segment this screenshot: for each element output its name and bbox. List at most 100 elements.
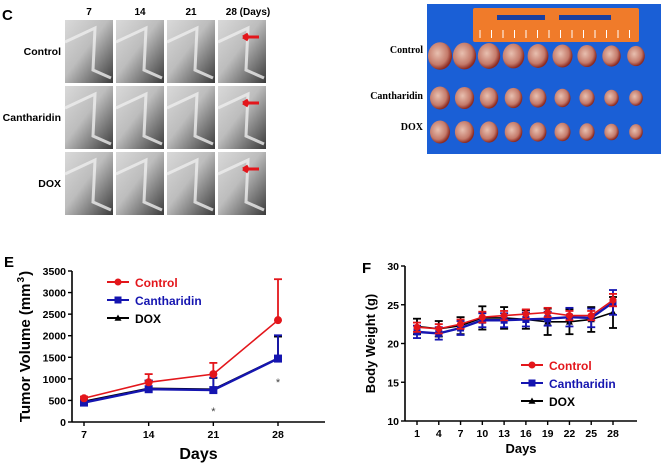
y-axis-label-group: Tumor Volume (mm3)	[16, 271, 34, 422]
row-label-dox: DOX	[401, 122, 424, 133]
data-point-circle	[528, 361, 536, 369]
tumor	[430, 86, 450, 110]
tumor	[554, 122, 571, 142]
series-line	[416, 301, 614, 335]
bone	[64, 91, 112, 146]
legend-label: DOX	[135, 312, 161, 326]
x-tick-label: 19	[542, 428, 554, 440]
red-arrow-icon	[242, 164, 259, 174]
y-tick-label: 30	[387, 261, 399, 273]
y-axis-label-group: Body Weight (g)	[363, 294, 378, 393]
data-point-circle	[435, 325, 443, 333]
data-point-triangle	[528, 397, 536, 404]
y-tick-label: 0	[60, 417, 66, 429]
bone	[115, 91, 163, 146]
tumor	[627, 45, 645, 67]
y-tick-label: 25	[387, 300, 399, 312]
bone	[166, 25, 214, 80]
y-axis-label-close: )	[17, 271, 34, 276]
data-point-circle	[114, 278, 122, 286]
ruler-slot	[497, 15, 545, 20]
legend-label: Control	[549, 359, 592, 373]
data-point-circle	[500, 312, 508, 320]
bone	[217, 91, 265, 146]
bone	[217, 25, 265, 80]
bone	[217, 157, 265, 212]
tumor	[629, 90, 643, 106]
ruler-slot	[559, 15, 611, 20]
x-tick-label: 28	[272, 429, 284, 441]
tumor	[527, 44, 549, 68]
data-point-circle	[544, 309, 552, 316]
tumor	[629, 124, 643, 140]
data-point-circle	[209, 370, 218, 379]
red-arrow-icon	[242, 98, 259, 108]
row-label-cantharidin: Cantharidin	[370, 91, 423, 102]
data-point-circle	[522, 310, 530, 318]
y-tick-label: 1500	[43, 352, 67, 364]
data-point-square	[274, 354, 282, 363]
tumor	[477, 43, 501, 69]
tumor	[428, 42, 452, 70]
panel-c: C 7 14 21 28 (Days) Control Cantharidin DOX	[2, 7, 270, 215]
tumor	[479, 87, 499, 109]
x-axis-label: Days	[505, 441, 536, 456]
column-header: 21	[185, 7, 197, 18]
y-tick-label: 3000	[43, 288, 67, 300]
x-tick-label: 28	[607, 428, 619, 440]
y-axis-label-superscript: 3	[16, 277, 27, 283]
tumor	[504, 87, 523, 109]
y-tick-label: 10	[387, 416, 399, 428]
column-header: 14	[134, 7, 146, 18]
y-tick-label: 2000	[43, 331, 67, 343]
x-tick-label: 16	[520, 428, 532, 440]
data-point-square	[544, 315, 552, 323]
legend: Control Cantharidin DOX	[107, 276, 202, 326]
ruler	[473, 8, 639, 42]
x-tick-label: 13	[498, 428, 510, 440]
legend: Control Cantharidin DOX	[521, 359, 616, 409]
panel-d: D Control Cantharidin DOX	[370, 4, 661, 154]
series-line	[83, 357, 279, 404]
panel-label-f: F	[362, 260, 371, 277]
series-line	[83, 319, 279, 400]
bone	[64, 25, 112, 80]
ruler-body	[473, 8, 639, 42]
tumor	[529, 122, 547, 142]
y-axis-label: Body Weight (g)	[363, 294, 378, 393]
column-header: 28 (Days)	[226, 7, 270, 18]
data-point-circle	[413, 323, 421, 331]
data-point-circle	[565, 312, 573, 320]
x-tick-label: 1	[414, 428, 420, 440]
tumor	[479, 121, 499, 143]
data-point-square	[528, 379, 536, 387]
data-point-circle	[587, 312, 595, 320]
data-point-square	[80, 398, 88, 407]
x-tick-label: 4	[436, 428, 442, 440]
x-tick-label: 10	[476, 428, 488, 440]
bone	[64, 157, 112, 212]
y-tick-label: 500	[48, 395, 66, 407]
x-axis-label: Days	[179, 446, 217, 463]
column-header: 7	[86, 7, 92, 18]
series-line	[416, 299, 614, 330]
row-label-control: Control	[390, 45, 423, 56]
series-control	[413, 292, 617, 335]
row-label: Control	[24, 46, 61, 58]
tumor	[579, 123, 595, 141]
data-point-circle	[478, 313, 486, 321]
tumor	[529, 88, 547, 108]
series-line	[83, 357, 279, 403]
tumor	[554, 88, 571, 108]
x-tick-label: 7	[81, 429, 87, 441]
data-point-square	[209, 386, 218, 395]
data-point-circle	[274, 316, 282, 325]
data-point-circle	[457, 320, 465, 328]
panel-label-c: C	[2, 7, 13, 24]
x-tick-label: 7	[458, 428, 464, 440]
red-arrow-icon	[242, 32, 259, 42]
tumor	[454, 86, 475, 110]
tumor	[452, 42, 477, 70]
y-tick-label: 1000	[43, 374, 67, 386]
